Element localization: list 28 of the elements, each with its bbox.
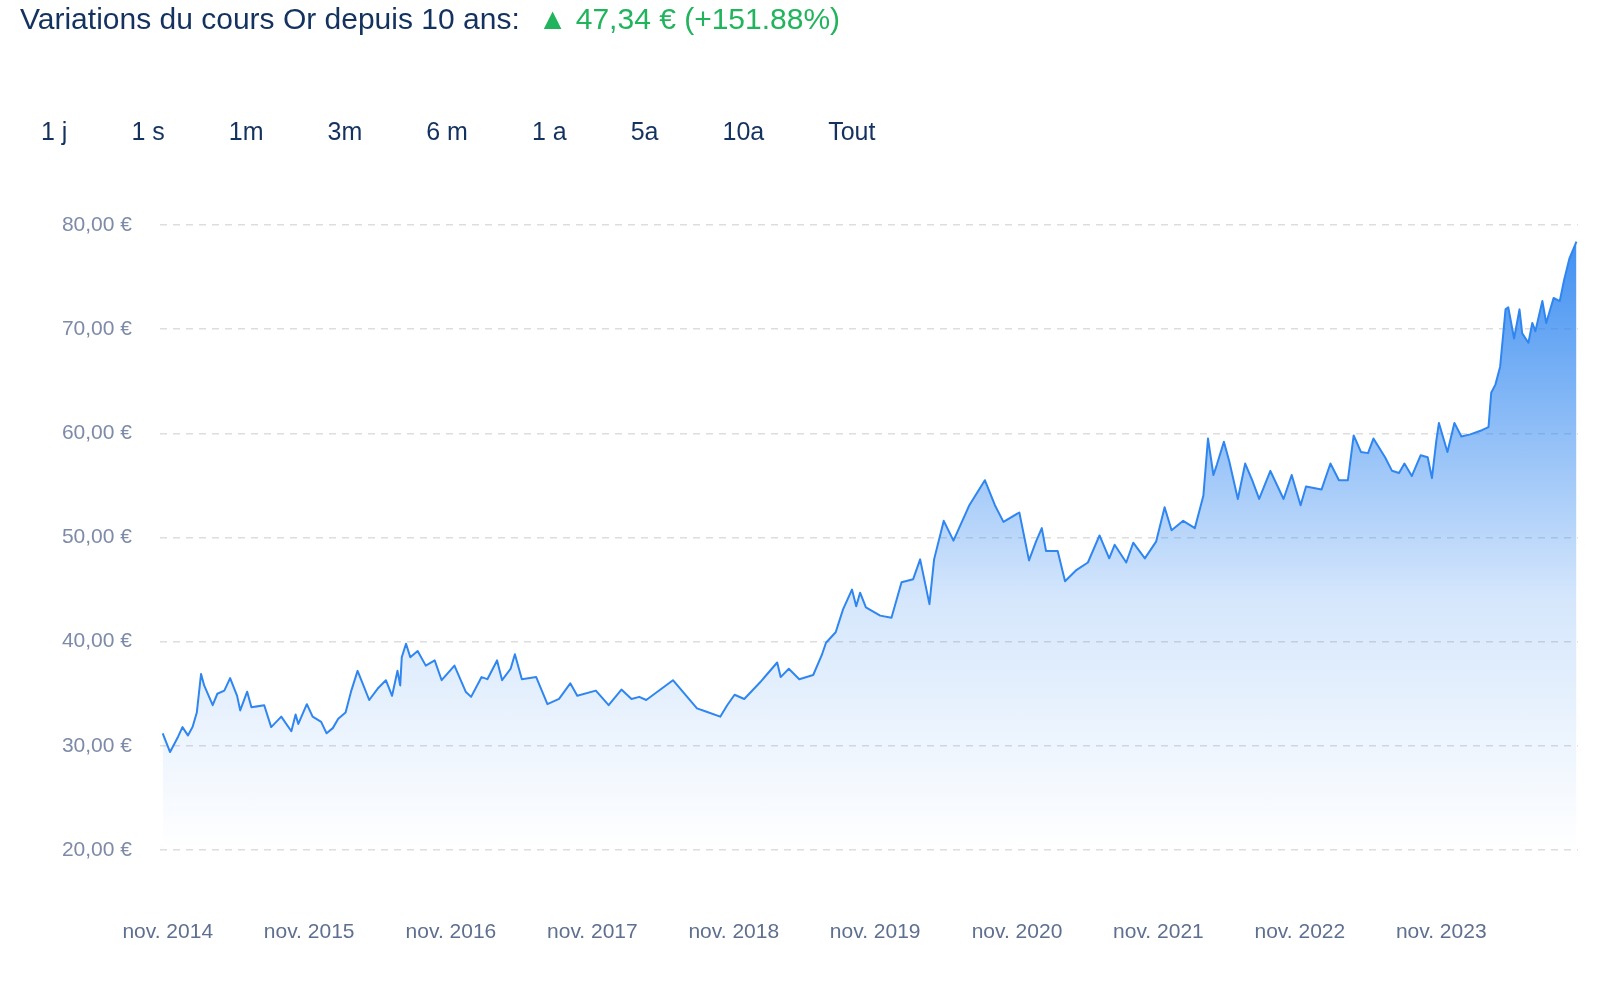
x-tick-label: nov. 2023	[1395, 919, 1487, 943]
x-tick-label: nov. 2019	[829, 919, 921, 943]
text: 1 a	[530, 116, 568, 147]
y-tick-label: 40,00 €	[61, 628, 133, 652]
text: 10a	[721, 116, 766, 147]
text: Tout	[827, 116, 877, 147]
text: 1m	[227, 116, 265, 147]
x-tick-label: nov. 2020	[971, 919, 1063, 943]
text: 1 j	[40, 116, 69, 147]
x-tick-label: nov. 2021	[1113, 919, 1204, 943]
text: 3m	[326, 116, 364, 147]
y-tick-label: 50,00 €	[61, 524, 133, 548]
x-tick-label: nov. 2017	[547, 919, 638, 943]
text: 5a	[629, 116, 660, 147]
x-tick-label: nov. 2015	[263, 919, 355, 943]
x-tick-label: nov. 2016	[405, 919, 497, 943]
y-tick-label: 70,00 €	[61, 315, 133, 339]
chart-subtitle: ▲ 47,34 € (+151.88%)	[537, 2, 841, 35]
x-tick-label: nov. 2014	[122, 919, 214, 943]
x-tick-label: nov. 2022	[1254, 919, 1346, 943]
text: 1 s	[130, 116, 166, 147]
y-tick-label: 20,00 €	[61, 836, 133, 860]
x-tick-label: nov. 2018	[688, 919, 780, 943]
y-tick-label: 80,00 €	[61, 211, 133, 235]
y-tick-label: 30,00 €	[61, 732, 133, 756]
y-tick-label: 60,00 €	[61, 420, 133, 444]
chart-title: Variations du cours Or depuis 10 ans:	[20, 2, 520, 35]
text: 6 m	[425, 116, 469, 147]
